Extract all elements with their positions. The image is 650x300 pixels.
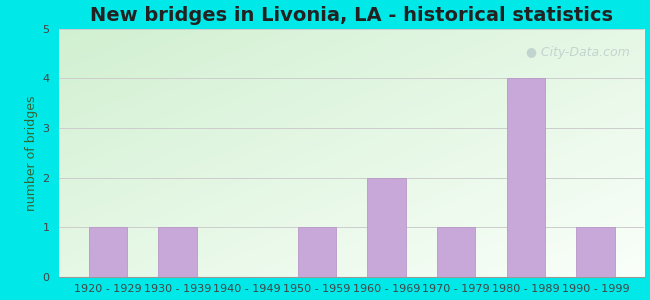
Bar xyxy=(88,227,127,277)
Bar xyxy=(507,79,545,277)
Y-axis label: number of bridges: number of bridges xyxy=(25,95,38,211)
Bar xyxy=(367,178,406,277)
Bar xyxy=(159,227,197,277)
Title: New bridges in Livonia, LA - historical statistics: New bridges in Livonia, LA - historical … xyxy=(90,6,613,25)
Text: ● City-Data.com: ● City-Data.com xyxy=(526,46,630,59)
Bar xyxy=(298,227,336,277)
Bar xyxy=(437,227,475,277)
Bar xyxy=(577,227,615,277)
